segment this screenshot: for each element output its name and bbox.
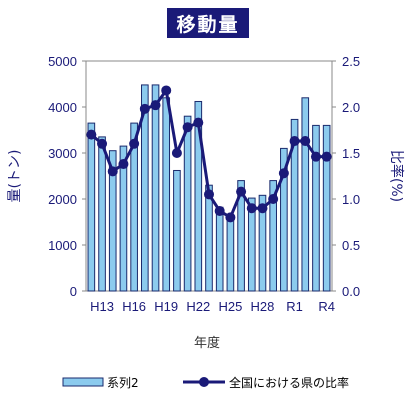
bar-H15: [119, 145, 128, 292]
point-H19: [161, 85, 172, 96]
left-tick-label: 2000: [48, 192, 77, 207]
right-tick-label: 1.5: [342, 146, 360, 161]
bar-H29: [269, 180, 277, 292]
point-H22: [193, 117, 204, 128]
point-H26: [236, 186, 247, 197]
bar-H23: [205, 184, 213, 292]
point-H18: [150, 100, 161, 111]
line-series: [86, 85, 332, 223]
chart-title: 移動量: [167, 8, 249, 38]
x-tick-label: R4: [318, 299, 335, 314]
bar-H24: [215, 206, 224, 292]
point-H30: [278, 168, 289, 179]
x-axis: H13 H16 H19 H22 H25 H28 R1 R4: [90, 299, 335, 314]
bar-H19: [162, 97, 171, 292]
legend-bar-label: 系列2: [107, 376, 139, 390]
point-H12: [86, 129, 97, 140]
x-tick-label: H19: [154, 299, 178, 314]
bar-H28: [258, 194, 267, 292]
bar-H30: [280, 147, 288, 292]
right-tick-label: 0.5: [342, 238, 360, 253]
right-tick-label: 2.0: [342, 100, 360, 115]
bar-H20: [173, 169, 181, 292]
bar-H27: [247, 197, 256, 292]
x-tick-label: H13: [90, 299, 114, 314]
bar-H21: [183, 115, 192, 292]
x-tick-label: H22: [186, 299, 210, 314]
x-tick-label: H28: [251, 299, 275, 314]
point-H28: [257, 203, 268, 214]
left-tick-label: 4000: [48, 100, 77, 115]
right-tick-label: 1.0: [342, 192, 360, 207]
point-H15: [118, 159, 129, 170]
x-tick-label: R1: [286, 299, 303, 314]
point-R3: [310, 151, 321, 162]
bar-H17: [141, 84, 149, 292]
left-axis: 0 1000 2000 3000 4000 5000: [48, 54, 86, 299]
x-tick-label: H25: [218, 299, 242, 314]
bar-H18: [151, 84, 160, 292]
right-tick-label: 2.5: [342, 54, 360, 69]
point-R1: [289, 136, 300, 147]
bar-R2: [301, 97, 310, 292]
bar-H13: [98, 136, 106, 292]
right-tick-label: 0.0: [342, 284, 360, 299]
y-axis-right-title: 比率(%): [388, 150, 405, 202]
right-axis: 0.0 0.5 1.0 1.5 2.0 2.5: [332, 54, 360, 299]
bar-H12: [87, 122, 96, 292]
legend-line-label: 全国における県の比率: [229, 375, 349, 390]
point-H20: [171, 148, 182, 158]
bar-R4: [322, 124, 331, 292]
bar-series: [87, 84, 331, 292]
point-H16: [129, 138, 140, 149]
bar-H25: [226, 214, 235, 292]
point-H29: [268, 194, 279, 204]
point-H21: [182, 122, 193, 133]
legend-line-marker: [199, 377, 209, 387]
point-H14: [107, 166, 118, 177]
y-axis-left-title: 量(トン): [7, 150, 23, 203]
point-H25: [225, 212, 236, 223]
left-tick-label: 1000: [48, 238, 77, 253]
x-tick-label: H16: [122, 299, 146, 314]
bar-H16: [130, 122, 138, 292]
x-axis-title: 年度: [194, 335, 220, 351]
point-H24: [214, 205, 225, 216]
point-H17: [139, 103, 150, 114]
left-tick-label: 0: [70, 284, 77, 299]
point-H13: [97, 138, 108, 149]
bar-H26: [237, 180, 245, 292]
legend: 系列2 全国における県の比率: [62, 375, 349, 390]
point-R2: [300, 136, 311, 147]
bar-H14: [108, 150, 117, 292]
point-H23: [204, 189, 214, 200]
bar-R3: [312, 124, 320, 292]
left-tick-label: 5000: [48, 54, 77, 69]
point-R4: [321, 151, 332, 162]
left-tick-label: 3000: [48, 146, 77, 161]
point-H27: [246, 203, 257, 214]
bar-R1: [290, 118, 299, 292]
bar-H22: [194, 100, 203, 292]
legend-bar-swatch: [62, 377, 104, 387]
